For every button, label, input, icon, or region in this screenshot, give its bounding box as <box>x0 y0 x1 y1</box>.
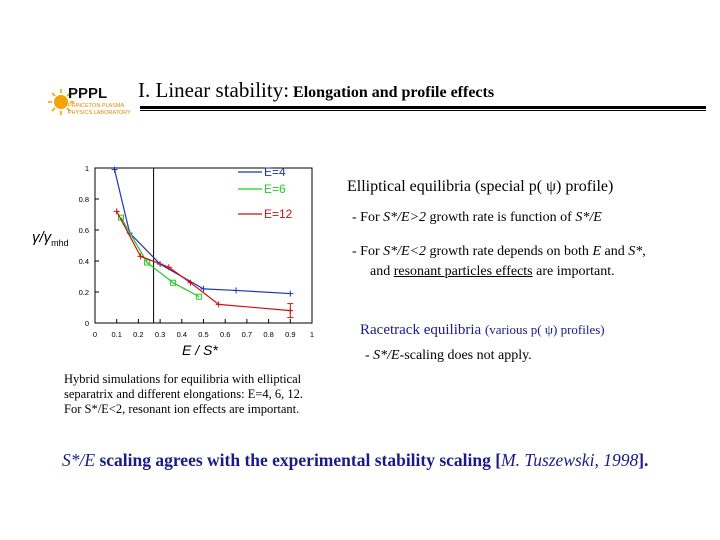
data-point <box>137 253 144 260</box>
data-point <box>113 208 120 215</box>
x-tick-label: 0.5 <box>198 330 208 339</box>
data-point <box>111 166 118 173</box>
growth-rate-chart: 0 0.1 0.2 0.3 0.4 0.5 0.6 0.7 0.8 0.9 1 0 0.2 0.4 0.6 0… <box>32 164 314 358</box>
data-point <box>215 301 222 308</box>
y-tick-label: 0 <box>85 319 89 328</box>
logo-sub2: PHYSICS LABORATORY <box>68 110 131 116</box>
title-rule <box>140 106 706 109</box>
y-tick-label: 1 <box>85 164 89 173</box>
pppl-logo: PPPL PRINCETON PLASMA PHYSICS LABORATORY <box>48 85 131 116</box>
y-tick-label: 0.6 <box>79 226 89 235</box>
x-tick-label: 0.2 <box>133 330 143 339</box>
x-tick-label: 0.1 <box>111 330 121 339</box>
data-point <box>170 279 177 286</box>
data-point <box>187 279 194 286</box>
caption-line: separatrix and different elongations: E=… <box>64 387 304 401</box>
y-axis-label: γ/γmhd <box>32 229 69 248</box>
x-tick-label: 0.9 <box>285 330 295 339</box>
elliptical-title: Elliptical equilibria (special p( ψ) pro… <box>347 178 614 195</box>
chart-caption: Hybrid simulations for equilibria with e… <box>64 372 374 417</box>
x-tick-label: 0.3 <box>155 330 165 339</box>
page-title: I. Linear stability: Elongation and prof… <box>138 78 494 103</box>
resonant-effects-underline: resonant particles effects <box>393 264 533 279</box>
y-tick-label: 0.8 <box>79 195 89 204</box>
racetrack-title: Racetrack equilibria (various p( ψ) prof… <box>360 322 605 338</box>
data-point <box>287 290 294 297</box>
legend-label: E=12 <box>264 207 293 221</box>
caption-line: Hybrid simulations for equilibria with e… <box>64 372 302 386</box>
data-point <box>196 293 203 300</box>
elliptical-bullet-1: - For S*/E>2 growth rate is function of … <box>352 210 602 225</box>
caption-line: For S*/E<2, resonant ion effects are imp… <box>64 402 300 416</box>
data-point <box>200 285 207 292</box>
x-tick-label: 0.4 <box>177 330 187 339</box>
x-tick-label: 1 <box>310 330 314 339</box>
title-sub: Elongation and profile effects <box>293 84 495 101</box>
data-point <box>165 264 172 271</box>
legend-label: E=4 <box>264 165 286 179</box>
title-main: I. Linear stability: <box>138 78 290 102</box>
racetrack-bullet: - S*/E-scaling does not apply. <box>365 348 532 363</box>
data-point <box>233 287 240 294</box>
elliptical-bullet-2-line2: and resonant particles effects are impor… <box>370 264 615 279</box>
logo-letters: PPPL <box>68 85 107 102</box>
series-line-E=12 <box>116 211 291 312</box>
x-tick-label: 0.8 <box>263 330 273 339</box>
x-tick-label: 0.7 <box>242 330 252 339</box>
legend-label: E=6 <box>264 182 286 196</box>
x-tick-label: 0 <box>93 330 97 339</box>
data-point <box>144 259 151 266</box>
x-axis-label: E / S* <box>182 342 218 358</box>
sun-icon <box>48 89 74 115</box>
y-tick-label: 0.4 <box>79 257 89 266</box>
elliptical-bullet-2: - For S*/E<2 growth rate depends on both… <box>352 244 646 259</box>
series-line-E=6 <box>120 217 200 298</box>
logo-sub1: PRINCETON PLASMA <box>68 103 124 109</box>
y-axis-label-sub: mhd <box>51 238 69 248</box>
conclusion: S*/E scaling agrees with the experimenta… <box>62 450 649 470</box>
x-tick-label: 0.6 <box>220 330 230 339</box>
y-axis-label-main: γ/γ <box>32 229 53 246</box>
title-rule-thin <box>140 110 706 111</box>
y-tick-label: 0.2 <box>79 288 89 297</box>
